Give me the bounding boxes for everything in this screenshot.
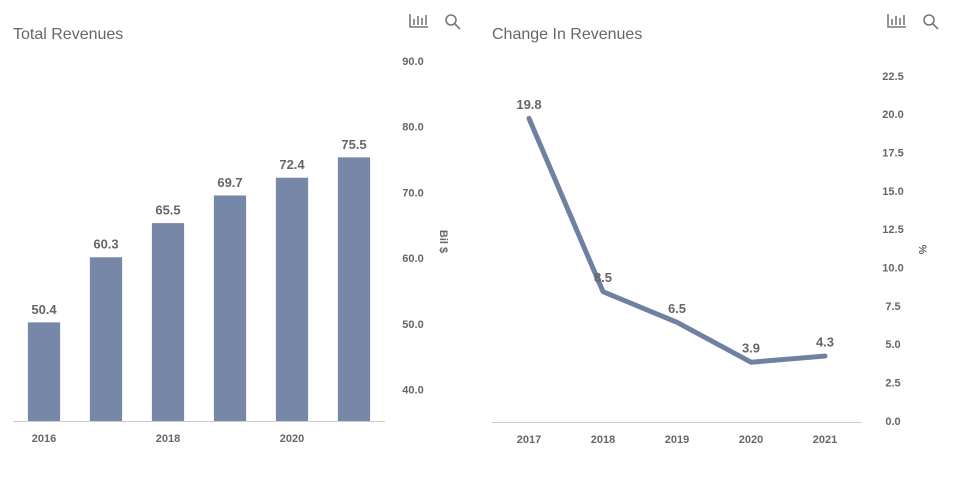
value-label: 69.7	[217, 175, 242, 190]
y-tick-label: 70.0	[402, 187, 423, 199]
bar	[337, 157, 371, 422]
chart-tools[interactable]	[887, 14, 939, 30]
value-label: 60.3	[93, 237, 118, 252]
y-axis-label: %	[916, 245, 928, 255]
value-label: 72.4	[279, 157, 305, 172]
y-tick-label: 80.0	[402, 122, 423, 134]
y-tick-label: 20.0	[882, 109, 903, 121]
y-tick-label: 10.0	[882, 263, 903, 275]
x-tick-label: 2020	[739, 434, 763, 446]
y-tick-label: 17.5	[882, 148, 903, 160]
x-tick-label: 2018	[591, 434, 615, 446]
y-tick-label: 50.0	[402, 319, 423, 331]
x-tick-label: 2021	[813, 434, 837, 446]
chart-tools[interactable]	[409, 14, 461, 30]
value-label: 50.4	[31, 302, 57, 317]
value-label: 8.5	[594, 270, 612, 285]
value-label: 4.3	[816, 335, 834, 350]
y-tick-label: 15.0	[882, 186, 903, 198]
y-tick-label: 7.5	[885, 301, 900, 313]
line	[526, 115, 828, 365]
x-tick-label: 2017	[517, 434, 541, 446]
x-tick-label: 2016	[32, 433, 56, 445]
value-label: 75.5	[341, 137, 366, 152]
chart-title: Change In Revenues	[492, 26, 642, 43]
y-tick-label: 60.0	[402, 253, 423, 265]
y-tick-label: 2.5	[885, 378, 900, 390]
bar	[213, 195, 247, 421]
value-label: 65.5	[155, 203, 180, 218]
bar	[27, 322, 61, 421]
y-tick-label: 22.5	[882, 71, 903, 83]
y-tick-label: 12.5	[882, 224, 903, 236]
value-label: 3.9	[742, 341, 760, 356]
chart-title: Total Revenues	[13, 26, 123, 43]
value-label: 19.8	[516, 97, 541, 112]
y-tick-label: 40.0	[402, 385, 423, 397]
value-label: 6.5	[668, 301, 686, 316]
bar	[151, 223, 185, 421]
x-tick-label: 2020	[280, 433, 304, 445]
y-tick-label: 90.0	[402, 56, 423, 68]
x-tick-label: 2019	[665, 434, 689, 446]
x-tick-label: 2018	[156, 433, 180, 445]
bar	[275, 177, 309, 421]
y-tick-label: 5.0	[885, 339, 900, 351]
y-axis-label: Bil $	[437, 230, 449, 253]
bar	[89, 257, 123, 421]
y-tick-label: 0.0	[885, 416, 900, 428]
